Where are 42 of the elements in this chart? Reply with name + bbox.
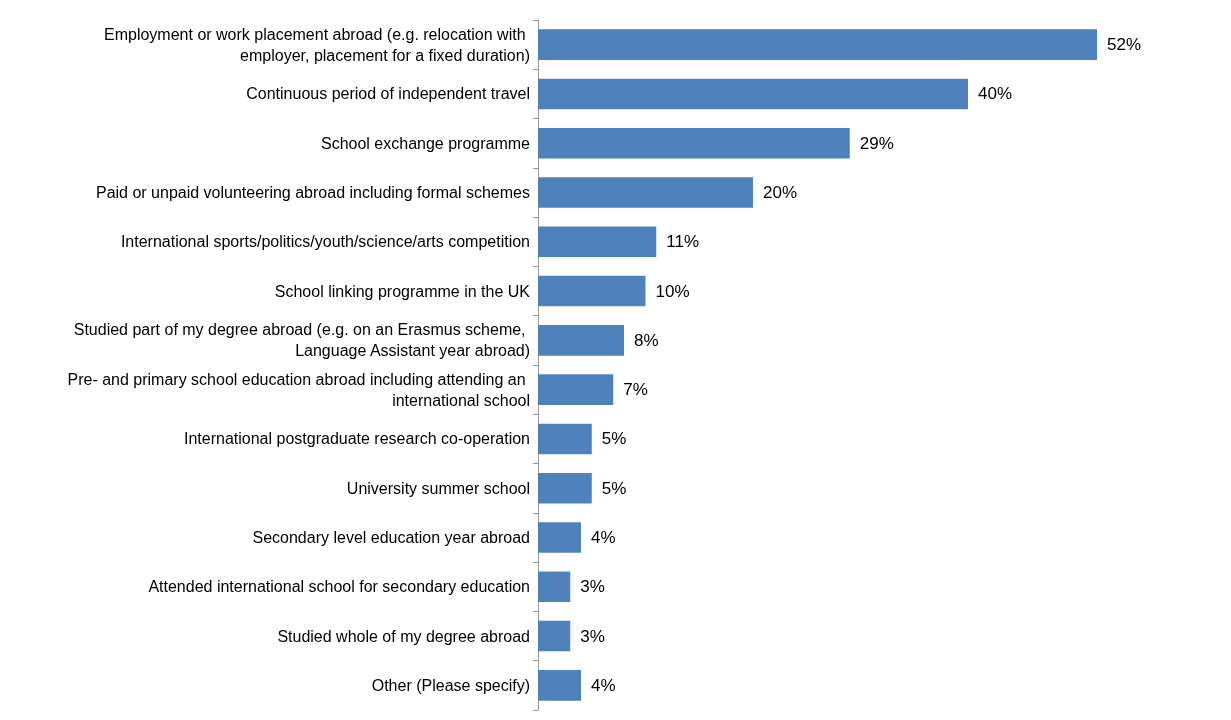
data-label: 5%: [601, 429, 627, 449]
bar: [538, 127, 850, 159]
data-label: 11%: [666, 232, 700, 252]
bar: [538, 571, 571, 603]
data-label: 52%: [1107, 35, 1142, 55]
y-tick-label: Other (Please specify): [371, 676, 530, 694]
y-tick-label: International sports/politics/youth/science/arts competition: [120, 233, 530, 251]
data-label: 40%: [978, 84, 1013, 104]
bar: [538, 522, 581, 553]
bar: [538, 275, 646, 307]
bar: [538, 177, 753, 208]
data-label: 4%: [591, 675, 616, 695]
data-label: 10%: [655, 281, 690, 301]
bar: [538, 226, 657, 258]
y-tick-label: International postgraduate research co-operation: [184, 430, 530, 448]
bar: [538, 78, 968, 110]
bar: [538, 325, 624, 356]
data-label: 3%: [580, 626, 605, 646]
data-label: 5%: [601, 478, 627, 498]
y-tick-label: Pre- and primary school education abroad including attending an international school: [67, 370, 530, 409]
y-tick-label: Continuous period of independent travel: [246, 85, 530, 103]
y-tick-label: University summer school: [346, 479, 530, 497]
data-label: 3%: [580, 577, 605, 597]
data-label: 20%: [763, 183, 798, 202]
bar: [538, 620, 571, 652]
bar: [538, 423, 592, 455]
y-tick-label: Employment or work placement abroad (e.g. relocation with employer, placement for a fixed duration): [104, 25, 530, 64]
bar: [538, 29, 1097, 60]
bar: [538, 472, 592, 504]
data-label: 8%: [634, 330, 659, 350]
y-tick-label: School linking programme in the UK: [274, 282, 531, 300]
y-tick-label: Attended international school for secondary education: [148, 578, 530, 596]
y-tick-label: Studied part of my degree abroad (e.g. on an Erasmus scheme, Language Assistant year abroad): [73, 321, 530, 360]
bar: [538, 670, 581, 701]
y-tick-label: Studied whole of my degree abroad: [277, 627, 530, 645]
y-tick-label: School exchange programme: [320, 134, 531, 152]
y-tick-label: Paid or unpaid volunteering abroad including formal schemes: [95, 184, 530, 201]
bar: [538, 374, 614, 405]
data-label: 7%: [623, 380, 648, 400]
data-label: 4%: [591, 528, 616, 547]
y-tick-label: Secondary level education year abroad: [252, 529, 530, 546]
data-label: 29%: [859, 133, 894, 153]
